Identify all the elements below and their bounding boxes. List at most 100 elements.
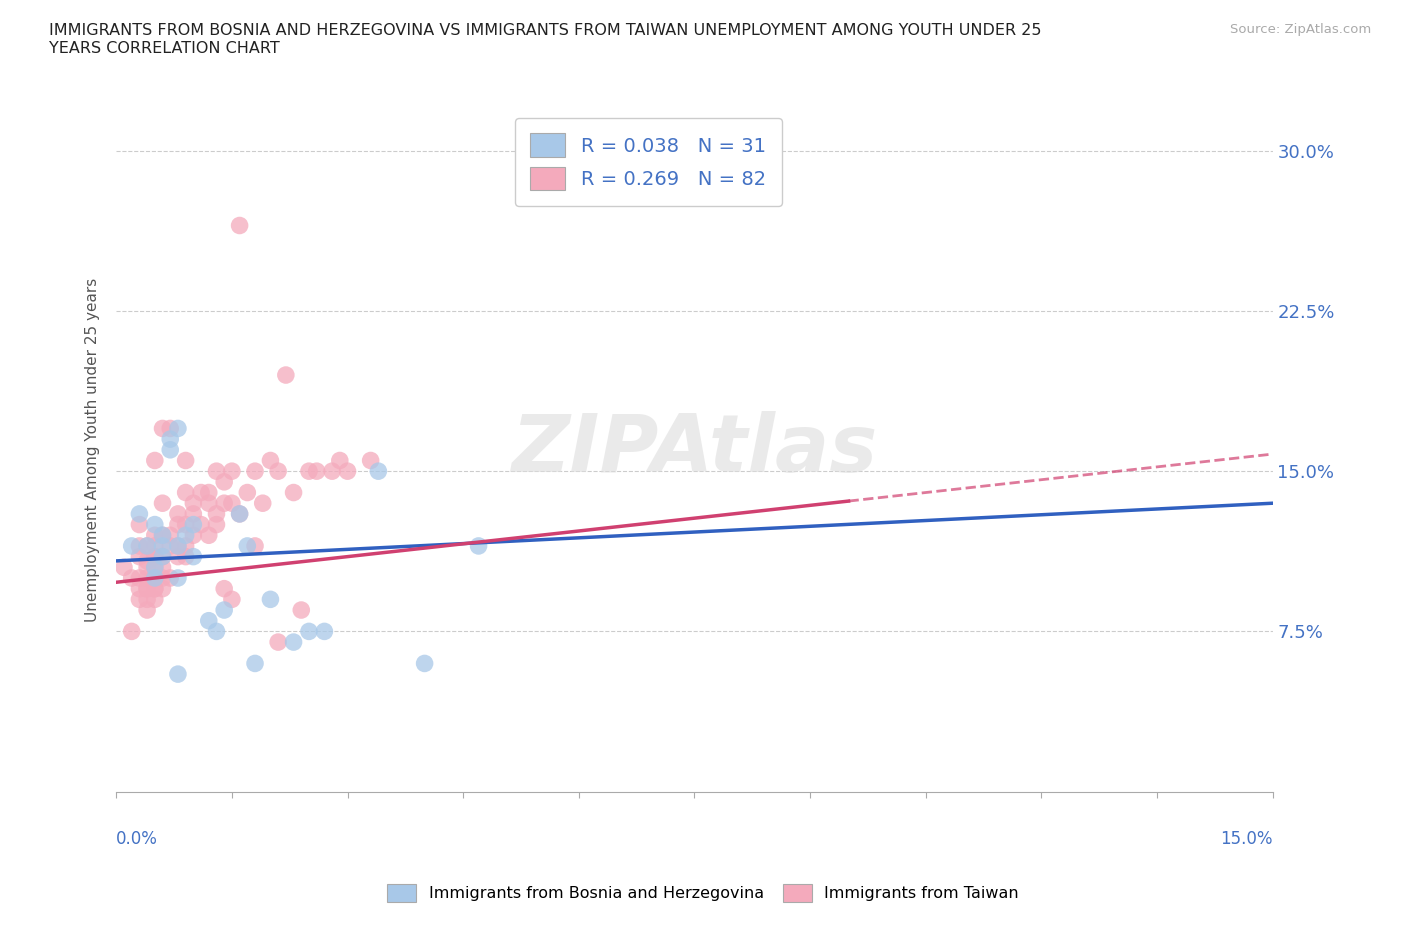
Point	[267, 634, 290, 649]
Point	[205, 517, 228, 532]
Point	[152, 550, 174, 565]
Point	[128, 550, 150, 565]
Point	[136, 581, 159, 596]
Point	[143, 570, 166, 585]
Point	[143, 560, 166, 575]
Point	[228, 507, 250, 522]
Point	[128, 538, 150, 553]
Point	[152, 421, 174, 436]
Text: IMMIGRANTS FROM BOSNIA AND HERZEGOVINA VS IMMIGRANTS FROM TAIWAN UNEMPLOYMENT AM: IMMIGRANTS FROM BOSNIA AND HERZEGOVINA V…	[49, 23, 1042, 56]
Point	[367, 464, 389, 479]
Point	[197, 496, 219, 511]
Point	[252, 496, 274, 511]
Point	[298, 624, 321, 639]
Point	[329, 453, 352, 468]
Point	[112, 560, 135, 575]
Point	[167, 570, 190, 585]
Point	[221, 496, 243, 511]
Y-axis label: Unemployment Among Youth under 25 years: Unemployment Among Youth under 25 years	[86, 278, 100, 622]
Point	[121, 538, 143, 553]
Point	[321, 464, 343, 479]
Text: 0.0%: 0.0%	[117, 830, 157, 848]
Point	[259, 453, 281, 468]
Point	[159, 421, 181, 436]
Point	[197, 485, 219, 500]
Point	[152, 528, 174, 543]
Point	[136, 538, 159, 553]
Point	[183, 528, 205, 543]
Point	[128, 591, 150, 606]
Point	[136, 570, 159, 585]
Text: 15.0%: 15.0%	[1220, 830, 1272, 848]
Point	[143, 570, 166, 585]
Point	[121, 570, 143, 585]
Point	[190, 517, 212, 532]
Point	[152, 570, 174, 585]
Point	[212, 474, 235, 489]
Point	[143, 528, 166, 543]
Point	[236, 538, 259, 553]
Point	[152, 496, 174, 511]
Point	[167, 550, 190, 565]
Point	[314, 624, 336, 639]
Point	[267, 464, 290, 479]
Point	[290, 603, 312, 618]
Point	[274, 367, 297, 382]
Point	[243, 538, 266, 553]
Point	[183, 550, 205, 565]
Point	[205, 464, 228, 479]
Point	[174, 528, 197, 543]
Point	[128, 581, 150, 596]
Point	[167, 517, 190, 532]
Point	[183, 517, 205, 532]
Point	[259, 591, 281, 606]
Point	[136, 553, 159, 568]
Point	[167, 421, 190, 436]
Point	[228, 507, 250, 522]
Point	[305, 464, 328, 479]
Point	[136, 560, 159, 575]
Point	[183, 507, 205, 522]
Point	[174, 550, 197, 565]
Point	[190, 485, 212, 500]
Text: Source: ZipAtlas.com: Source: ZipAtlas.com	[1230, 23, 1371, 36]
Point	[143, 517, 166, 532]
Point	[128, 570, 150, 585]
Point	[159, 528, 181, 543]
Legend: R = 0.038   N = 31, R = 0.269   N = 82: R = 0.038 N = 31, R = 0.269 N = 82	[515, 118, 782, 206]
Point	[205, 624, 228, 639]
Point	[283, 485, 305, 500]
Point	[143, 453, 166, 468]
Point	[159, 570, 181, 585]
Point	[152, 528, 174, 543]
Point	[298, 464, 321, 479]
Point	[136, 581, 159, 596]
Point	[243, 656, 266, 671]
Point	[212, 496, 235, 511]
Point	[283, 634, 305, 649]
Point	[336, 464, 359, 479]
Point	[136, 603, 159, 618]
Point	[159, 443, 181, 458]
Point	[159, 538, 181, 553]
Point	[136, 538, 159, 553]
Point	[221, 591, 243, 606]
Point	[152, 581, 174, 596]
Legend: Immigrants from Bosnia and Herzegovina, Immigrants from Taiwan: Immigrants from Bosnia and Herzegovina, …	[381, 878, 1025, 908]
Point	[159, 432, 181, 446]
Point	[212, 603, 235, 618]
Point	[152, 550, 174, 565]
Point	[174, 485, 197, 500]
Point	[167, 538, 190, 553]
Point	[212, 581, 235, 596]
Point	[197, 528, 219, 543]
Point	[228, 218, 250, 232]
Point	[167, 667, 190, 682]
Point	[197, 613, 219, 628]
Point	[174, 517, 197, 532]
Point	[143, 581, 166, 596]
Point	[174, 453, 197, 468]
Point	[152, 560, 174, 575]
Point	[121, 624, 143, 639]
Point	[128, 517, 150, 532]
